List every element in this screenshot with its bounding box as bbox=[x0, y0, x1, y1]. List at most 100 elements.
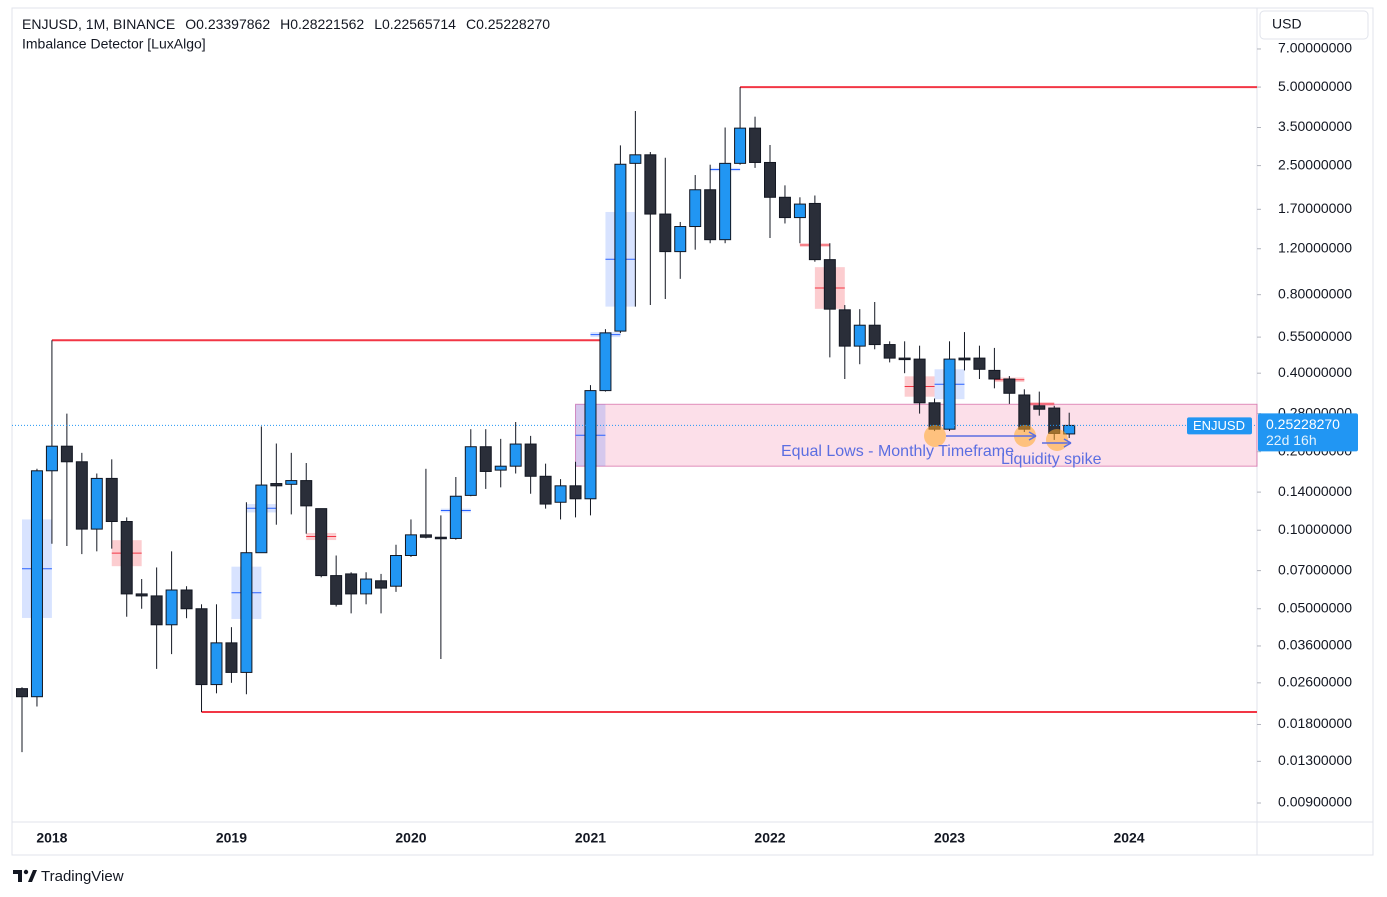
x-tick-label: 2023 bbox=[934, 830, 965, 846]
logo-part bbox=[13, 870, 22, 882]
y-tick-label: 0.80000000 bbox=[1278, 285, 1352, 301]
candle-body bbox=[793, 203, 806, 219]
y-tick-label: 0.14000000 bbox=[1278, 483, 1352, 499]
header-line: ENJUSD, 1M, BINANCE O0.23397862 H0.2822156… bbox=[22, 16, 550, 32]
candle-layer bbox=[16, 87, 1076, 753]
liquidity-zone bbox=[575, 403, 1258, 467]
candle-body bbox=[958, 357, 971, 361]
candle-body bbox=[255, 484, 268, 554]
candle-body bbox=[30, 470, 43, 698]
brand: TradingView bbox=[41, 868, 124, 885]
candle-body bbox=[210, 642, 223, 686]
y-tick-label: 1.70000000 bbox=[1278, 200, 1352, 216]
candle-body bbox=[45, 445, 58, 472]
candle-body bbox=[764, 161, 776, 198]
candle-body bbox=[360, 578, 373, 595]
header-text: H bbox=[280, 16, 290, 32]
x-tick-label: 2024 bbox=[1113, 830, 1144, 846]
candle-body bbox=[150, 595, 163, 626]
zone-layer bbox=[575, 403, 1258, 467]
candle-body bbox=[913, 358, 926, 404]
candle-body bbox=[509, 443, 522, 467]
candle-body bbox=[524, 443, 537, 477]
header-text: 0.25228270 bbox=[476, 16, 550, 32]
candle-body bbox=[390, 555, 402, 587]
axis-layer: 7.00000000 5.00000000 3.50000000 2.50000000… bbox=[12, 40, 1358, 846]
logo-part bbox=[23, 869, 29, 875]
candle-body bbox=[419, 534, 432, 538]
y-tick-label: 2.50000000 bbox=[1278, 156, 1352, 172]
y-tick-label: 0.07000000 bbox=[1278, 561, 1352, 577]
candle-body bbox=[195, 608, 208, 686]
candle-body bbox=[823, 259, 836, 310]
candle-body bbox=[659, 213, 672, 253]
y-tick-label: 0.10000000 bbox=[1278, 521, 1352, 537]
candle-body bbox=[689, 189, 702, 228]
candle-body bbox=[734, 127, 747, 164]
y-tick-label: 7.00000000 bbox=[1278, 40, 1352, 56]
candle-body bbox=[599, 332, 612, 392]
x-tick-label: 2020 bbox=[395, 830, 426, 846]
logo-part bbox=[28, 870, 37, 882]
header-text: 0.22565714 bbox=[382, 16, 456, 32]
candle-body bbox=[1033, 405, 1046, 410]
candle-body bbox=[868, 324, 881, 346]
candle-body bbox=[105, 477, 118, 523]
candle-body bbox=[449, 495, 462, 539]
candle-body bbox=[704, 189, 717, 241]
symbol-tag bbox=[1187, 417, 1252, 435]
candle-body bbox=[90, 477, 103, 530]
price-tag bbox=[1258, 413, 1358, 452]
price-tag-label: 0.25228270 bbox=[1266, 416, 1340, 432]
candle-body bbox=[479, 446, 492, 472]
y-tick-label: 5.00000000 bbox=[1278, 78, 1352, 94]
candle-body bbox=[240, 552, 253, 673]
y-tick-label: 1.20000000 bbox=[1278, 239, 1352, 255]
annotation-shapes bbox=[924, 425, 1072, 451]
currency[interactable]: USD bbox=[1272, 16, 1302, 32]
y-tick-label: 3.50000000 bbox=[1278, 118, 1352, 134]
candle-body bbox=[778, 196, 791, 219]
y-tick-label: 0.02600000 bbox=[1278, 674, 1352, 690]
candle-body bbox=[898, 357, 911, 361]
candle-body bbox=[674, 226, 687, 253]
annotation: Equal Lows - Monthly Timeframe bbox=[781, 443, 1014, 460]
candle-body bbox=[315, 508, 328, 577]
header-text: 0.28221562 bbox=[290, 16, 364, 32]
y-tick-label: 0.03600000 bbox=[1278, 637, 1352, 653]
candle-body bbox=[180, 589, 193, 610]
candle-body bbox=[569, 485, 582, 500]
candle-body bbox=[988, 369, 1001, 380]
candle-body bbox=[330, 575, 343, 605]
candle-body bbox=[719, 162, 732, 241]
candle-body bbox=[464, 446, 477, 496]
y-tick-label: 0.55000000 bbox=[1278, 328, 1352, 344]
chart-frame bbox=[11, 7, 1374, 856]
header-text: L bbox=[374, 16, 382, 32]
candle-body bbox=[853, 324, 866, 347]
candle-body bbox=[165, 589, 178, 626]
candle-body bbox=[60, 445, 73, 463]
indicator-name: Imbalance Detector [LuxAlgo] bbox=[22, 36, 206, 52]
candle-body bbox=[838, 309, 851, 347]
candle-body bbox=[584, 390, 597, 500]
header-text: C bbox=[466, 16, 476, 32]
candle-body bbox=[1063, 424, 1076, 435]
y-tick-label: 0.01800000 bbox=[1278, 715, 1352, 731]
candle-body bbox=[943, 358, 956, 430]
candle-body bbox=[225, 642, 238, 673]
candle-body bbox=[285, 480, 298, 485]
candle-body bbox=[629, 154, 642, 164]
candle-body bbox=[808, 202, 821, 261]
candle-body bbox=[135, 593, 148, 597]
x-tick-label: 2021 bbox=[575, 830, 606, 846]
y-tick-label: 0.40000000 bbox=[1278, 364, 1352, 380]
currency-box[interactable] bbox=[1259, 10, 1369, 40]
candle-body bbox=[75, 461, 88, 530]
arrow-head bbox=[1028, 431, 1037, 441]
candle-body bbox=[300, 480, 313, 507]
arrow-head bbox=[1063, 438, 1072, 448]
candle-body bbox=[749, 127, 762, 163]
candle-body bbox=[973, 357, 986, 370]
